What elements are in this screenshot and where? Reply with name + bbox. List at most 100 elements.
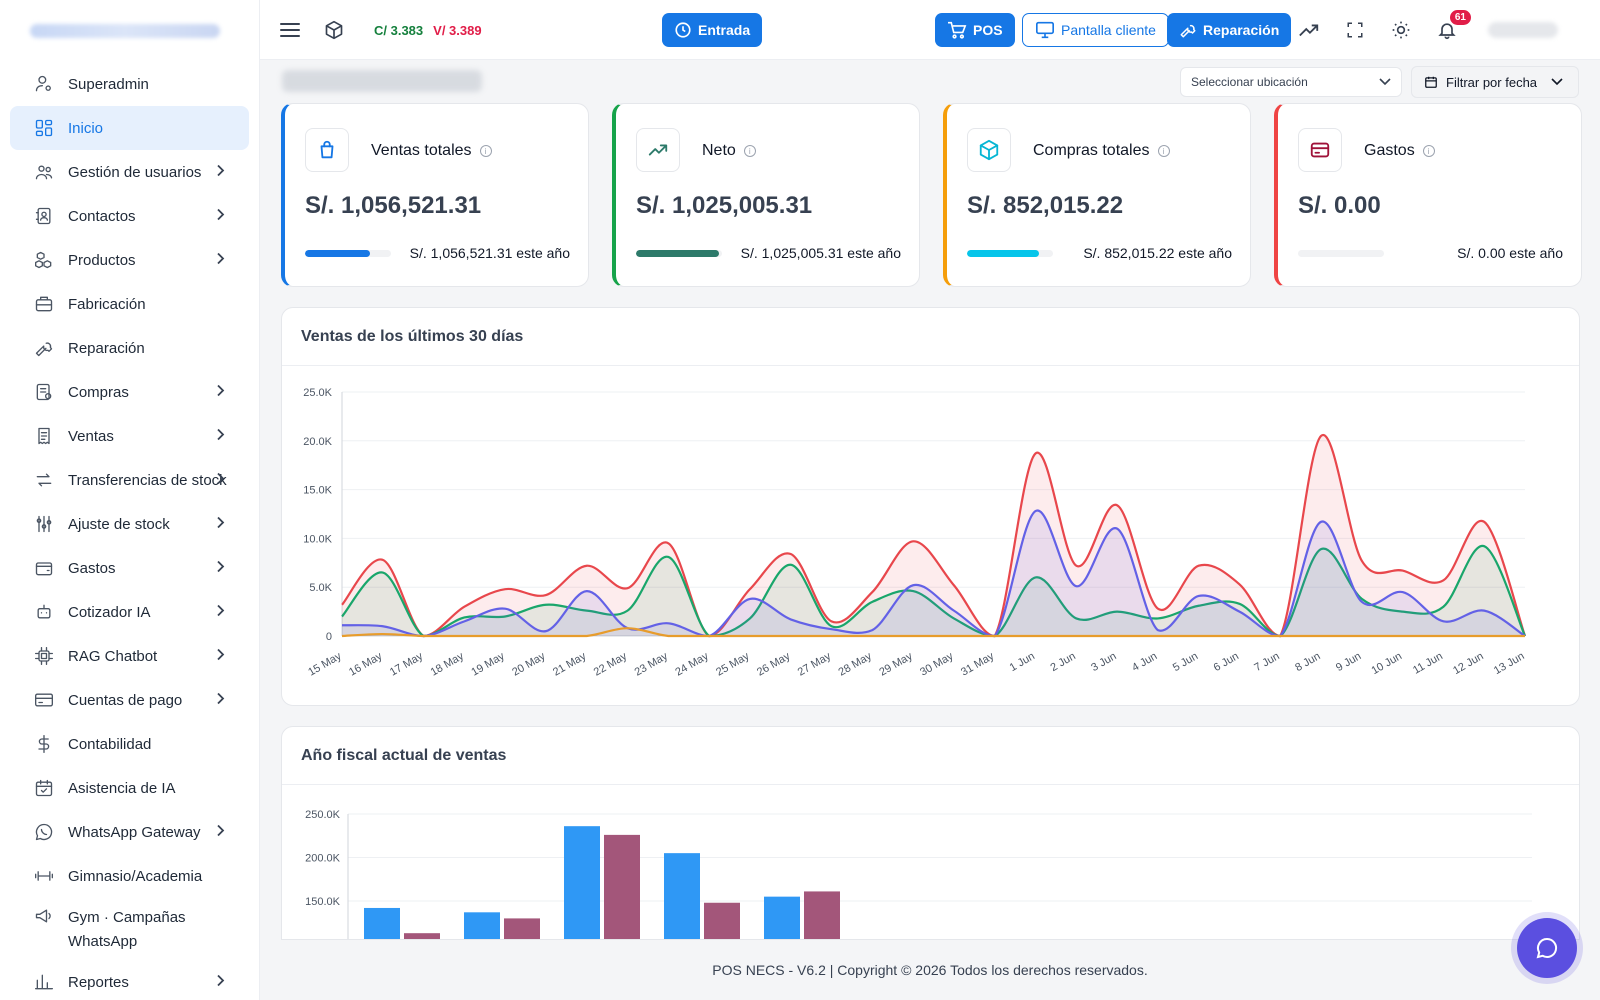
y-tick-label: 5.0K — [309, 582, 332, 594]
x-tick-label: 6 Jun — [1212, 650, 1241, 674]
cube-icon — [967, 128, 1011, 172]
sidebar-item-gimnasio-academia[interactable]: Gimnasio/Academia — [10, 854, 249, 898]
last-30-days-chart: 0 5.0K 10.0K 15.0K 20.0K 25.0K 15 May 16 May 17 … — [303, 387, 1527, 679]
stat-card: Neto i S/. 1,025,005.31 S/. 1,025,005.31 es… — [612, 103, 920, 287]
sidebar-item-inicio[interactable]: Inicio — [10, 106, 249, 150]
x-tick-label: 28 May — [837, 650, 875, 679]
customer-display-button[interactable]: Pantalla cliente — [1022, 13, 1169, 47]
sidebar-item-contactos[interactable]: Contactos — [10, 194, 249, 238]
receipt-icon — [34, 426, 54, 446]
location-select[interactable]: Seleccionar ubicación — [1180, 67, 1402, 97]
bar[interactable] — [604, 834, 640, 940]
cube-icon[interactable] — [322, 18, 346, 42]
bar[interactable] — [804, 891, 840, 940]
sidebar: Superadmin Inicio Gestión de usuarios Conta… — [0, 0, 260, 1000]
date-filter-label: Filtrar por fecha — [1446, 74, 1538, 90]
dollar-icon — [34, 734, 54, 754]
bar[interactable] — [504, 918, 540, 940]
stat-card-title-text: Neto — [702, 142, 736, 159]
sidebar-item-reportes[interactable]: Reportes — [10, 960, 249, 1000]
pos-button[interactable]: POS — [935, 13, 1015, 47]
series-line-3[interactable] — [341, 627, 1525, 638]
x-tick-label: 23 May — [633, 650, 671, 679]
sidebar-item-contabilidad[interactable]: Contabilidad — [10, 722, 249, 766]
y-tick-label: 10.0K — [303, 533, 332, 545]
stat-card-title-text: Ventas totales — [371, 142, 472, 159]
bar[interactable] — [404, 933, 440, 940]
dumbbell-icon — [34, 866, 54, 886]
sidebar-item-gastos[interactable]: Gastos — [10, 546, 249, 590]
bar[interactable] — [464, 912, 500, 940]
entrada-button[interactable]: Entrada — [662, 13, 763, 47]
info-icon[interactable]: i — [743, 145, 756, 157]
fullscreen-icon[interactable] — [1343, 18, 1367, 42]
info-icon[interactable]: i — [1157, 145, 1170, 157]
info-icon[interactable]: i — [1422, 145, 1435, 157]
date-filter-button[interactable]: Filtrar por fecha — [1411, 66, 1579, 98]
address-book-icon — [34, 206, 54, 226]
x-tick-label: 22 May — [592, 650, 630, 679]
sidebar-item-gym-campanas-whatsapp[interactable]: Gym · Campañas WhatsApp — [10, 898, 249, 960]
footer: POS NECS - V6.2 | Copyright © 2026 Todos… — [260, 940, 1600, 1000]
sidebar-item-rag-chatbot[interactable]: RAG Chatbot — [10, 634, 249, 678]
notification-bell-icon[interactable]: 61 — [1435, 10, 1471, 42]
sidebar-item-gestion-de-usuarios[interactable]: Gestión de usuarios — [10, 150, 249, 194]
sidebar-item-label: Transferencias de stock — [68, 471, 227, 489]
bar[interactable] — [764, 896, 800, 940]
clock-icon — [675, 22, 691, 38]
sidebar-item-reparacion[interactable]: Reparación — [10, 326, 249, 370]
stat-card-value: S/. 852,015.22 — [967, 192, 1124, 219]
sidebar-item-ventas[interactable]: Ventas — [10, 414, 249, 458]
megaphone-icon — [34, 906, 54, 926]
repair-button[interactable]: Reparación — [1167, 13, 1292, 47]
sidebar-item-ajuste-de-stock[interactable]: Ajuste de stock — [10, 502, 249, 546]
brand-logo[interactable] — [0, 0, 259, 62]
sidebar-item-label: Contabilidad — [68, 735, 152, 753]
chevron-right-icon — [217, 560, 225, 576]
x-tick-label: 30 May — [918, 650, 956, 679]
bar[interactable] — [704, 902, 740, 940]
stat-card-progress — [636, 250, 722, 257]
fiscal-year-title: Año fiscal actual de ventas — [282, 727, 1579, 785]
theme-sun-icon[interactable] — [1389, 18, 1413, 42]
x-tick-label: 2 Jun — [1048, 650, 1077, 674]
fiscal-year-panel: Año fiscal actual de ventas 250.0K 200.0K… — [281, 726, 1580, 940]
x-tick-label: 29 May — [877, 650, 915, 679]
user-menu[interactable] — [1488, 0, 1558, 60]
sidebar-item-cuentas-de-pago[interactable]: Cuentas de pago — [10, 678, 249, 722]
sidebar-item-compras[interactable]: Compras — [10, 370, 249, 414]
sidebar-item-label: Inicio — [68, 119, 104, 137]
sidebar-item-productos[interactable]: Productos — [10, 238, 249, 282]
user-name-blurred — [1488, 22, 1558, 38]
sidebar-item-transferencias-de-stock[interactable]: Transferencias de stock — [10, 458, 249, 502]
sidebar-item-cotizador-ia[interactable]: Cotizador IA — [10, 590, 249, 634]
bar[interactable] — [664, 853, 700, 940]
sidebar-item-fabricacion[interactable]: Fabricación — [10, 282, 249, 326]
sidebar-item-whatsapp-gateway[interactable]: WhatsApp Gateway — [10, 810, 249, 854]
users-icon — [34, 162, 54, 182]
x-tick-label: 4 Jun — [1130, 650, 1159, 674]
menu-icon[interactable] — [278, 18, 302, 42]
customer-display-label: Pantalla cliente — [1061, 22, 1156, 38]
chat-button[interactable] — [1517, 918, 1577, 978]
x-tick-label: 9 Jun — [1334, 650, 1363, 674]
sidebar-nav: Superadmin Inicio Gestión de usuarios Conta… — [0, 62, 259, 1000]
x-tick-label: 11 Jun — [1411, 650, 1445, 677]
bar[interactable] — [564, 826, 600, 940]
rate-buy: C/ 3.383 — [374, 22, 424, 38]
bar[interactable] — [364, 907, 400, 940]
sidebar-item-asistencia-de-ia[interactable]: Asistencia de IA — [10, 766, 249, 810]
series-area-1 — [342, 545, 1525, 636]
series-line-1[interactable] — [341, 545, 1527, 638]
series-line-2[interactable] — [341, 509, 1526, 638]
series-line-0[interactable] — [341, 434, 1527, 638]
info-icon[interactable]: i — [479, 145, 492, 157]
series-area-0 — [342, 434, 1525, 636]
footer-copyright: POS NECS - V6.2 | Copyright © 2026 Todos… — [712, 962, 1148, 978]
sidebar-item-superadmin[interactable]: Superadmin — [10, 62, 249, 106]
stat-card-title-text: Gastos — [1364, 142, 1415, 159]
trending-icon[interactable] — [1297, 18, 1321, 42]
brand-name-blurred — [30, 24, 220, 38]
chevron-right-icon — [217, 164, 225, 180]
sidebar-item-label: RAG Chatbot — [68, 647, 158, 665]
